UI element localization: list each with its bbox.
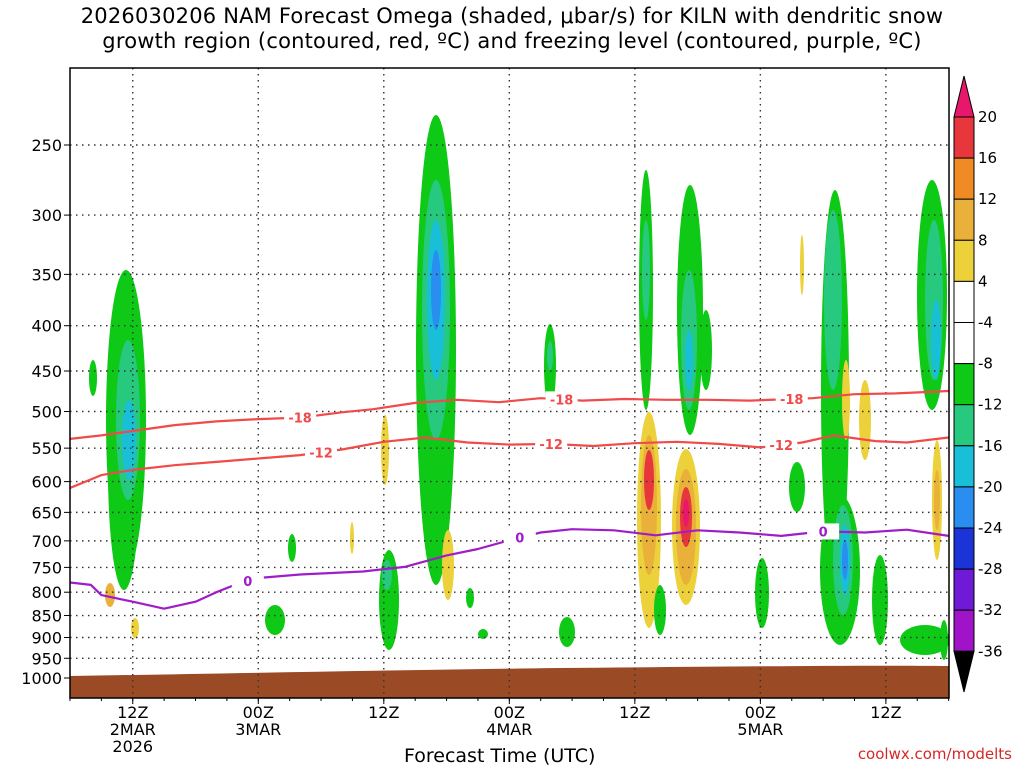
x-tick-label: 3MAR: [235, 720, 281, 739]
colorbar-label: -4: [978, 314, 993, 332]
y-tick-label: 550: [31, 439, 62, 458]
y-tick-label: 900: [31, 628, 62, 647]
colorbar-label: 16: [978, 149, 997, 167]
y-tick-label: 600: [31, 473, 62, 492]
colorbar-segment: [953, 486, 975, 529]
colorbar-label: 12: [978, 190, 997, 208]
y-tick-label: 950: [31, 649, 62, 668]
colorbar-segment: [953, 404, 975, 447]
colorbar-label: -28: [978, 560, 1003, 578]
y-tick-label: 400: [31, 317, 62, 336]
colorbar-segment: [953, 322, 975, 365]
contour-0: [70, 528, 949, 610]
colorbar: 20 16 12 8 4 -4 -8 -12 -16 -20 -24 -28 -32 -36: [953, 75, 1003, 693]
contour-label-bg: [503, 529, 536, 546]
contour-label-bg: [535, 435, 568, 452]
contour-label: -12: [539, 438, 563, 453]
credit-link[interactable]: coolwx.com/modelts: [857, 745, 1012, 763]
contour-label-bg: [305, 444, 338, 461]
contour-lines: [70, 389, 949, 610]
contour-label: -12: [770, 439, 794, 454]
colorbar-segment: [953, 157, 975, 200]
y-tick-label: 300: [31, 206, 62, 225]
contour-label: -12: [309, 446, 333, 461]
colorbar-segment: [953, 363, 975, 406]
y-tick-label: 1000: [21, 669, 62, 688]
y-tick-label: 750: [31, 558, 62, 577]
colorbar-label: -12: [978, 396, 1003, 414]
x-tick-label: 12Z: [870, 703, 901, 722]
colorbar-label: -8: [978, 355, 993, 373]
colorbar-label: -24: [978, 519, 1003, 537]
contour-labels: -18 -18 -18 -12 -12 -12 0 0 0: [231, 390, 840, 590]
contour-label-bg: [545, 391, 578, 408]
x-tick-label: 2MAR: [110, 720, 156, 739]
contour-label: 0: [819, 525, 828, 540]
x-axis-label: Forecast Time (UTC): [404, 745, 596, 767]
x-tick-label: 00Z: [243, 703, 274, 722]
chart-title: 2026030206 NAM Forecast Omega (shaded, μ…: [80, 4, 944, 53]
contour-label: 0: [515, 532, 524, 547]
contour-label: -18: [780, 393, 804, 408]
colorbar-segment: [953, 568, 975, 611]
colorbar-label: -20: [978, 478, 1003, 496]
y-tick-label: 700: [31, 532, 62, 551]
colorbar-bottom-triangle: [953, 650, 975, 693]
colorbar-segment: [953, 116, 975, 159]
contour-label-bg: [765, 436, 798, 453]
colorbar-label: 4: [978, 272, 988, 290]
omega-shading: [89, 115, 949, 660]
colorbar-segment: [953, 239, 975, 282]
contour-label: 0: [243, 575, 252, 590]
x-tick-label: 12Z: [117, 703, 148, 722]
x-tick-label: 00Z: [494, 703, 525, 722]
x-tick-label: 12Z: [368, 703, 399, 722]
y-tick-label: 650: [31, 503, 62, 522]
colorbar-top-triangle: [953, 75, 975, 118]
colorbar-segment: [953, 198, 975, 241]
colorbar-segment: [953, 280, 975, 323]
colorbar-segment: [953, 445, 975, 488]
colorbar-segment: [953, 527, 975, 570]
contour-label-bg: [775, 390, 808, 407]
ground-layer: [70, 665, 949, 698]
x-tick-label: 2026: [112, 737, 153, 756]
colorbar-label: -36: [978, 642, 1003, 660]
colorbar-label: -32: [978, 601, 1003, 619]
colorbar-segment: [953, 609, 975, 652]
contour-label-bg: [231, 572, 264, 589]
y-tick-label: 500: [31, 403, 62, 422]
x-tick-label: 5MAR: [737, 720, 783, 739]
x-tick-label: 00Z: [745, 703, 776, 722]
contour-label-bg: [807, 523, 840, 540]
contour--12: [70, 434, 949, 490]
x-tick-label: 4MAR: [486, 720, 532, 739]
colorbar-label: 8: [978, 231, 988, 249]
y-tick-label: 850: [31, 607, 62, 626]
y-tick-label: 800: [31, 583, 62, 602]
gridlines: [70, 68, 949, 698]
colorbar-label: -16: [978, 437, 1003, 455]
y-tick-label: 450: [31, 362, 62, 381]
y-tick-label: 350: [31, 265, 62, 284]
y-tick-label: 250: [31, 136, 62, 155]
colorbar-label: 20: [978, 108, 997, 126]
x-tick-label: 12Z: [619, 703, 650, 722]
contour-label-bg: [284, 409, 317, 426]
y-axis: 250 300 350 400 450 500 550 600 650 700 750 800 850 9…: [21, 136, 70, 688]
contour-label: -18: [288, 412, 312, 427]
contour-label: -18: [550, 393, 574, 408]
